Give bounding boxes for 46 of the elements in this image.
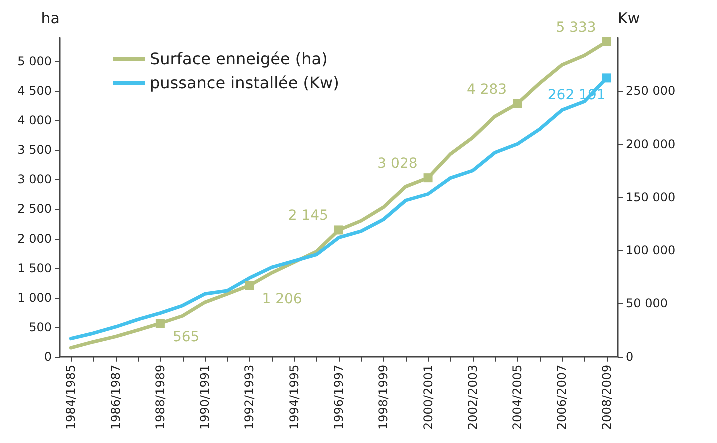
x-tick-label: 2000/2001	[421, 364, 436, 430]
x-tick-label: 2004/2005	[510, 364, 525, 430]
y-tick-label: 5 000	[18, 54, 52, 69]
y-tick-label: 1 000	[18, 290, 52, 305]
y-tick-label: 4 000	[18, 114, 52, 128]
data-label: 3 028	[378, 156, 418, 172]
y2-axis-title: Kw	[618, 10, 640, 28]
y-axis-title: ha	[41, 10, 60, 28]
y-tick-label: 2 000	[18, 232, 52, 246]
x-tick-label: 1984/1985	[64, 364, 78, 430]
y-tick-label: 0	[44, 350, 52, 364]
x-tick-label: 1998/1999	[376, 364, 391, 430]
y2-tick-label: 50 000	[626, 296, 668, 311]
y2-tick-label: 250 000	[626, 84, 676, 98]
x-tick-label: 1986/1987	[108, 364, 123, 430]
y-tick-label: 3 000	[18, 172, 52, 187]
x-tick-label: 1994/1995	[287, 364, 302, 430]
x-tick-label: 1990/1991	[198, 364, 212, 430]
point	[334, 226, 344, 235]
y-tick-label: 3 500	[18, 143, 52, 158]
point	[602, 37, 612, 46]
data-label: 2 145	[288, 208, 328, 224]
y-tick-label: 4 500	[18, 84, 52, 98]
point	[424, 174, 433, 183]
point	[513, 99, 522, 108]
y-tick-label: 2 500	[18, 202, 52, 216]
y2-tick-label: 100 000	[626, 244, 676, 258]
x-tick-label: 2008/2009	[600, 364, 614, 430]
y2-tick-label: 0	[626, 350, 634, 364]
data-label: 565	[172, 330, 200, 346]
point	[156, 319, 165, 328]
y2-tick-label: 200 000	[626, 137, 676, 152]
data-label: 4 283	[466, 82, 508, 98]
x-tick-label: 1988/1989	[153, 364, 168, 430]
x-tick-label: 2002/2003	[466, 364, 480, 430]
x-tick-label: 1992/1993	[242, 364, 257, 430]
data-label: 5 333	[556, 20, 596, 36]
y2-tick-label: 150 000	[626, 190, 676, 204]
x-tick-label: 1996/1997	[332, 364, 346, 430]
legend-label: Surface enneigée (ha)	[150, 50, 328, 68]
y-tick-label: 500	[29, 320, 52, 334]
legend-label: pussance installée (Kw)	[150, 74, 340, 92]
point	[245, 281, 254, 290]
data-label: 1 206	[262, 292, 302, 308]
x-tick-label: 2006/2007	[555, 364, 570, 430]
y-tick-label: 1 500	[18, 261, 52, 276]
